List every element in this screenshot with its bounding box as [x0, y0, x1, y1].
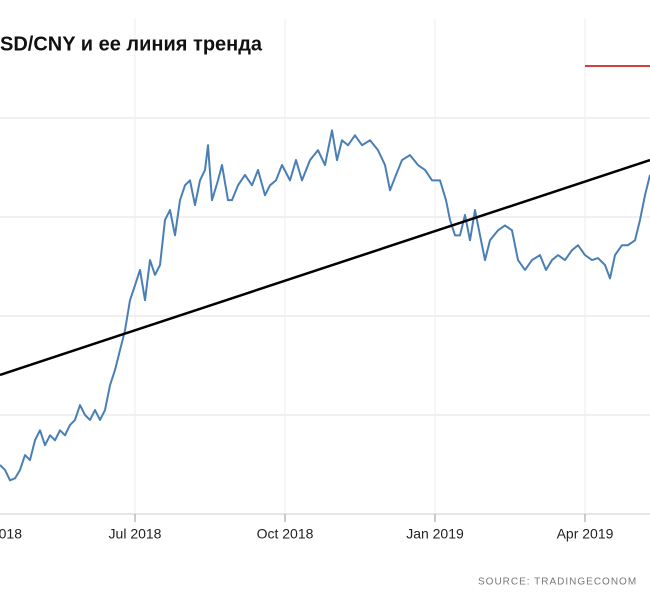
x-tick-label: Apr 2019 — [557, 526, 614, 542]
x-tick-label: 018 — [0, 526, 22, 542]
grid — [0, 19, 650, 522]
x-tick-label: Jul 2018 — [109, 526, 162, 542]
plot-area — [0, 129, 650, 482]
data-line — [0, 129, 650, 482]
x-tick-label: Oct 2018 — [257, 526, 314, 542]
x-tick-label: Jan 2019 — [406, 526, 464, 542]
chart-title: SD/CNY и ее линия тренда — [0, 33, 263, 55]
data-line — [0, 158, 650, 377]
source: SOURCE: TRADINGECONOM — [478, 577, 637, 588]
